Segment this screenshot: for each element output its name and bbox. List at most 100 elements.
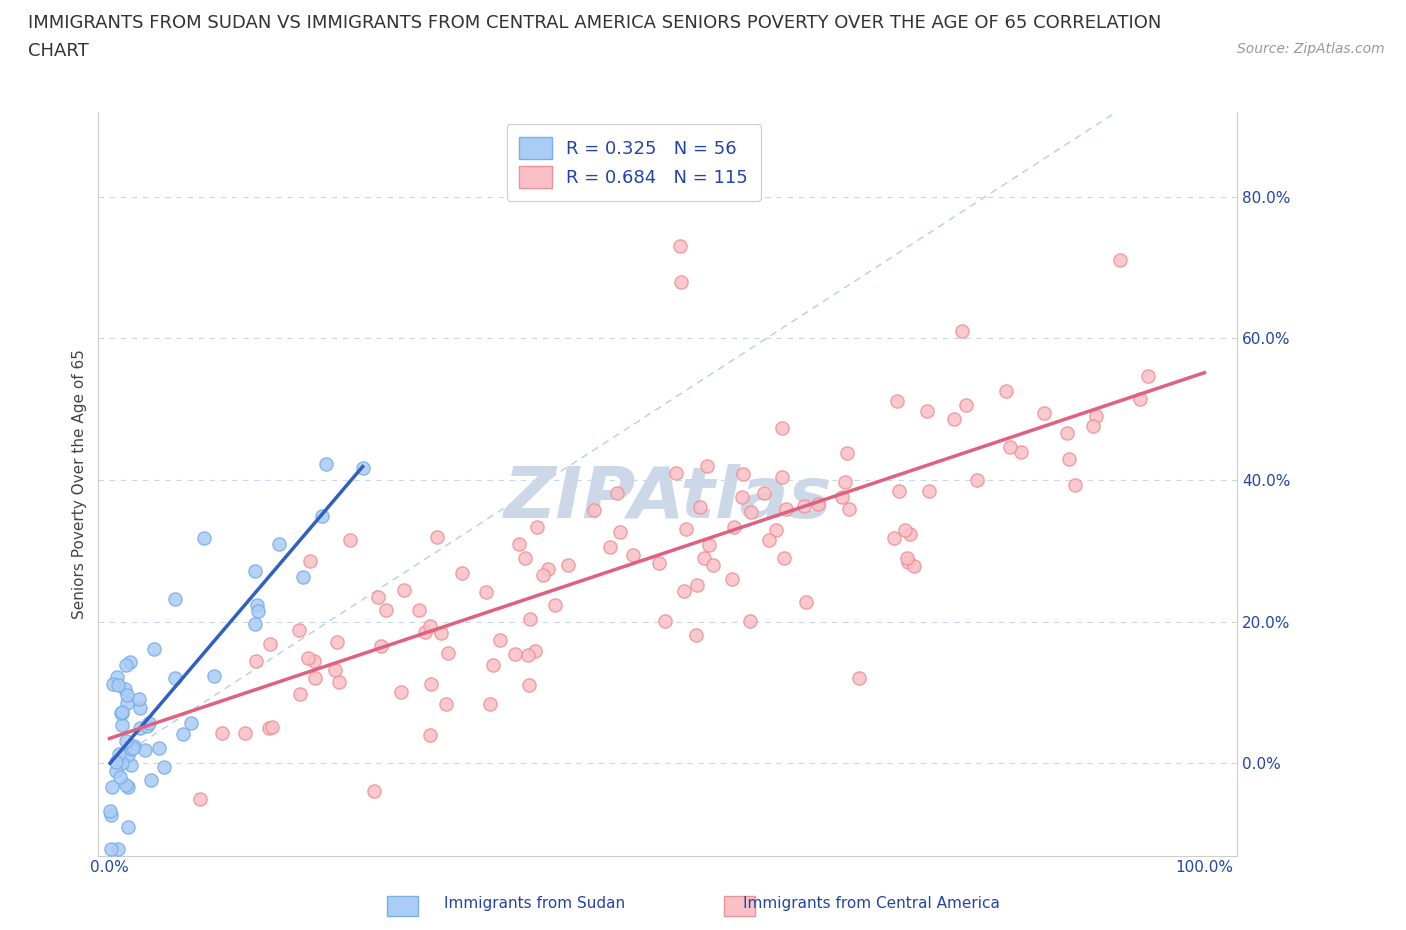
Point	[738, 613, 761, 628]
Point	[311, 509, 333, 524]
Point	[107, 747, 129, 762]
Point	[100, 841, 122, 856]
Point	[489, 632, 512, 647]
Point	[103, 677, 125, 692]
Point	[770, 469, 793, 484]
Point	[115, 687, 138, 702]
Point	[420, 676, 443, 691]
Point	[621, 548, 644, 563]
Point	[524, 644, 547, 658]
Point	[163, 671, 186, 685]
Point	[731, 490, 754, 505]
Point	[770, 420, 793, 435]
Point	[544, 598, 567, 613]
Point	[1109, 253, 1132, 268]
Point	[434, 696, 457, 711]
Point	[838, 501, 860, 516]
Point	[202, 669, 225, 684]
Point	[654, 613, 676, 628]
Point	[180, 715, 202, 730]
Point	[950, 324, 973, 339]
Point	[328, 675, 350, 690]
Point	[139, 773, 162, 788]
Point	[519, 611, 541, 626]
Point	[111, 705, 134, 720]
Point	[609, 525, 631, 539]
Point	[689, 499, 711, 514]
Point	[246, 598, 269, 613]
Point	[775, 502, 797, 517]
Point	[1129, 392, 1152, 406]
Point	[1032, 405, 1054, 420]
Point	[408, 603, 430, 618]
Point	[117, 748, 139, 763]
Point	[134, 742, 156, 757]
Point	[897, 554, 920, 569]
Point	[120, 758, 142, 773]
Point	[896, 551, 918, 565]
Point	[699, 538, 721, 553]
Point	[675, 522, 697, 537]
Point	[128, 701, 150, 716]
Point	[1059, 452, 1081, 467]
Point	[211, 725, 233, 740]
Point	[998, 439, 1021, 454]
Point	[257, 721, 280, 736]
Point	[115, 696, 138, 711]
Point	[299, 554, 322, 569]
Point	[765, 522, 787, 537]
Point	[367, 590, 389, 604]
Point	[517, 647, 540, 662]
Text: Immigrants from Central America: Immigrants from Central America	[744, 897, 1000, 911]
Point	[702, 557, 724, 572]
Point	[419, 618, 441, 633]
Point	[451, 565, 474, 580]
Point	[262, 719, 284, 734]
Point	[297, 651, 319, 666]
Point	[721, 572, 744, 587]
Point	[599, 540, 621, 555]
Point	[918, 484, 941, 498]
Point	[107, 678, 129, 693]
Point	[834, 474, 856, 489]
Point	[120, 741, 142, 756]
Point	[153, 760, 176, 775]
Point	[994, 383, 1017, 398]
Point	[111, 717, 134, 732]
Point	[526, 520, 548, 535]
Point	[243, 564, 266, 578]
Point	[104, 755, 127, 770]
Point	[557, 558, 579, 573]
Point	[363, 783, 385, 798]
Point	[419, 727, 441, 742]
Point	[288, 622, 311, 637]
Point	[673, 584, 696, 599]
Point	[302, 653, 325, 668]
Point	[848, 671, 870, 686]
Y-axis label: Seniors Poverty Over the Age of 65: Seniors Poverty Over the Age of 65	[72, 349, 87, 618]
Point	[903, 558, 925, 573]
Point	[107, 841, 129, 856]
Point	[136, 719, 159, 734]
Point	[114, 682, 136, 697]
Point	[188, 791, 211, 806]
Point	[138, 715, 160, 730]
Point	[128, 691, 150, 706]
Point	[326, 634, 349, 649]
Point	[315, 457, 337, 472]
Point	[389, 684, 412, 699]
Point	[117, 779, 139, 794]
Point	[124, 738, 146, 753]
Point	[246, 604, 269, 618]
Point	[513, 551, 536, 565]
Point	[413, 624, 436, 639]
Point	[517, 677, 540, 692]
Point	[339, 533, 361, 548]
Point	[370, 639, 392, 654]
Point	[900, 526, 922, 541]
Point	[606, 486, 628, 501]
Point	[773, 551, 796, 565]
Point	[686, 578, 709, 592]
Point	[426, 530, 449, 545]
Point	[1081, 418, 1104, 433]
